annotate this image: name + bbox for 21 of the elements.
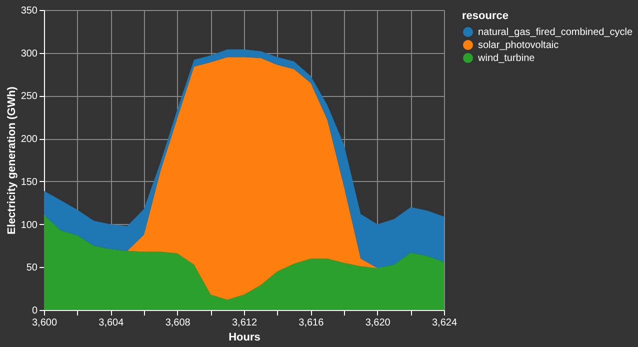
legend-label: natural_gas_fired_combined_cycle: [478, 27, 633, 38]
y-tick-label: 100: [20, 220, 38, 231]
y-tick-label: 0: [32, 306, 38, 316]
legend-label: solar_photovoltaic: [478, 40, 559, 51]
x-tick-label: 3,624: [432, 318, 458, 328]
y-tick-label: 300: [20, 48, 38, 60]
y-tick-label: 150: [20, 176, 38, 188]
x-tick-label: 3,608: [165, 318, 191, 328]
x-tick-label: 3,604: [98, 318, 124, 328]
legend-label: wind_turbine: [477, 53, 536, 64]
x-tick-label: 3,620: [365, 318, 391, 328]
x-axis-title: Hours: [228, 332, 260, 344]
x-tick-label: 3,612: [232, 318, 258, 328]
x-tick-label: 3,616: [298, 318, 324, 328]
y-tick-label: 350: [20, 6, 38, 16]
y-tick-label: 200: [20, 134, 38, 146]
y-axis-title: Electricity generation (GWh): [6, 86, 18, 234]
y-tick-label: 50: [26, 262, 38, 274]
legend-title: resource: [462, 10, 508, 22]
y-tick-label: 250: [20, 91, 38, 102]
x-tick-label: 3,600: [32, 318, 58, 328]
